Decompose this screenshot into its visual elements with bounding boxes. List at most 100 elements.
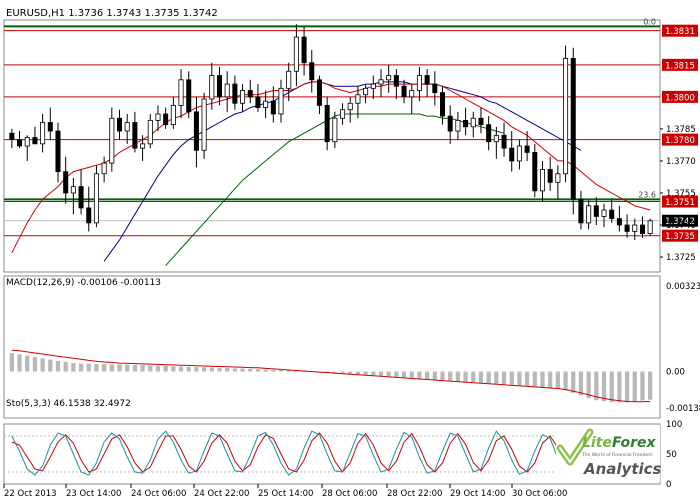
macd-histogram-bar	[409, 371, 414, 378]
candle-body	[340, 109, 346, 119]
macd-histogram-bar	[601, 371, 607, 402]
candle-body	[186, 79, 192, 113]
candle-body	[140, 143, 146, 149]
candle-body	[624, 224, 630, 232]
candle-body	[639, 224, 645, 234]
candle	[555, 165, 561, 200]
fib-level-label: 0.0	[643, 17, 656, 26]
macd-histogram-bar	[148, 365, 153, 372]
macd-histogram-bar	[63, 361, 68, 372]
candle	[186, 71, 192, 119]
candle	[463, 107, 469, 136]
candle	[309, 49, 315, 93]
candle	[393, 69, 399, 100]
ma-red-line	[11, 81, 651, 254]
macd-histogram-bar	[378, 371, 384, 376]
candle-body	[24, 137, 30, 147]
candle	[578, 190, 584, 230]
candle-body	[378, 79, 384, 85]
candle	[178, 69, 184, 119]
candle	[293, 24, 299, 87]
macd-histogram-bar	[186, 366, 191, 372]
candle-body	[570, 58, 576, 200]
stoch-main-line	[11, 430, 651, 476]
x-tick-label: 25 Oct 14:00	[258, 489, 313, 499]
candle	[493, 126, 499, 159]
candle-body	[63, 171, 69, 194]
candle	[532, 143, 538, 198]
macd-histogram-bar	[509, 371, 514, 385]
macd-histogram-bar	[9, 352, 14, 372]
candle	[624, 214, 630, 238]
candle	[78, 169, 84, 215]
macd-histogram-bar	[348, 371, 353, 374]
candle-body	[170, 105, 176, 126]
macd-histogram-bar	[240, 368, 245, 372]
macd-histogram-bar	[517, 371, 522, 386]
price-level-label: 1.3735	[662, 229, 698, 242]
candle-body	[286, 70, 292, 89]
macd-histogram-bar	[117, 364, 122, 372]
candle-body	[178, 79, 184, 106]
candle	[316, 75, 322, 114]
candle-body	[547, 169, 553, 183]
candle-body	[155, 113, 161, 121]
candle	[147, 113, 153, 149]
candle-body	[439, 92, 446, 117]
candle	[93, 165, 99, 228]
candle	[263, 90, 269, 119]
candle	[270, 86, 276, 123]
candle-body	[578, 198, 584, 224]
candle	[516, 139, 522, 170]
macd-histogram-bar	[209, 367, 214, 372]
candle-body	[224, 83, 230, 98]
candle-body	[163, 113, 169, 126]
candle	[386, 64, 392, 93]
candle	[140, 135, 146, 161]
candle-body	[409, 90, 415, 98]
macd-histogram-bar	[25, 355, 30, 372]
macd-histogram-bar	[48, 359, 53, 372]
macd-histogram-bar	[263, 369, 268, 372]
candle	[324, 96, 330, 151]
candle	[116, 109, 123, 140]
candle	[447, 105, 453, 144]
macd-histogram-bar	[201, 367, 207, 372]
macd-histogram-bar	[640, 371, 645, 401]
candle-body	[601, 209, 607, 217]
macd-histogram-bar	[178, 366, 184, 372]
candle	[132, 111, 138, 153]
candle-body	[263, 100, 269, 108]
candle	[216, 66, 223, 106]
candle	[524, 131, 530, 161]
stoch-tick-label: 0	[666, 480, 671, 490]
candle-body	[40, 122, 46, 145]
macd-histogram-bar	[578, 371, 584, 396]
macd-histogram-bar	[624, 371, 630, 403]
candle	[401, 79, 407, 104]
macd-histogram-bar	[371, 371, 376, 376]
candle-body	[324, 105, 330, 143]
macd-histogram-bar	[401, 371, 407, 378]
candle-body	[247, 90, 253, 98]
macd-histogram-bar	[425, 371, 430, 379]
candle	[609, 199, 615, 223]
macd-histogram-bar	[617, 371, 622, 403]
candle-body	[424, 75, 430, 85]
macd-histogram-bar	[363, 371, 368, 375]
candle	[40, 113, 46, 153]
candle-body	[9, 132, 15, 140]
candle	[24, 135, 30, 161]
macd-histogram-bar	[248, 368, 253, 372]
price-level-label: 1.3780	[662, 133, 698, 146]
chart-header: EURUSD,H1 1.3736 1.3743 1.3735 1.3742	[6, 8, 218, 19]
macd-tick-label: 0.00	[666, 368, 685, 378]
macd-histogram-bar	[109, 364, 114, 372]
macd-histogram-bar	[78, 363, 84, 372]
macd-histogram-bar	[86, 363, 91, 372]
macd-histogram-bar	[125, 364, 130, 372]
candle	[378, 69, 384, 97]
candle	[86, 186, 92, 232]
candle-body	[586, 205, 592, 224]
candle-body	[209, 75, 215, 100]
